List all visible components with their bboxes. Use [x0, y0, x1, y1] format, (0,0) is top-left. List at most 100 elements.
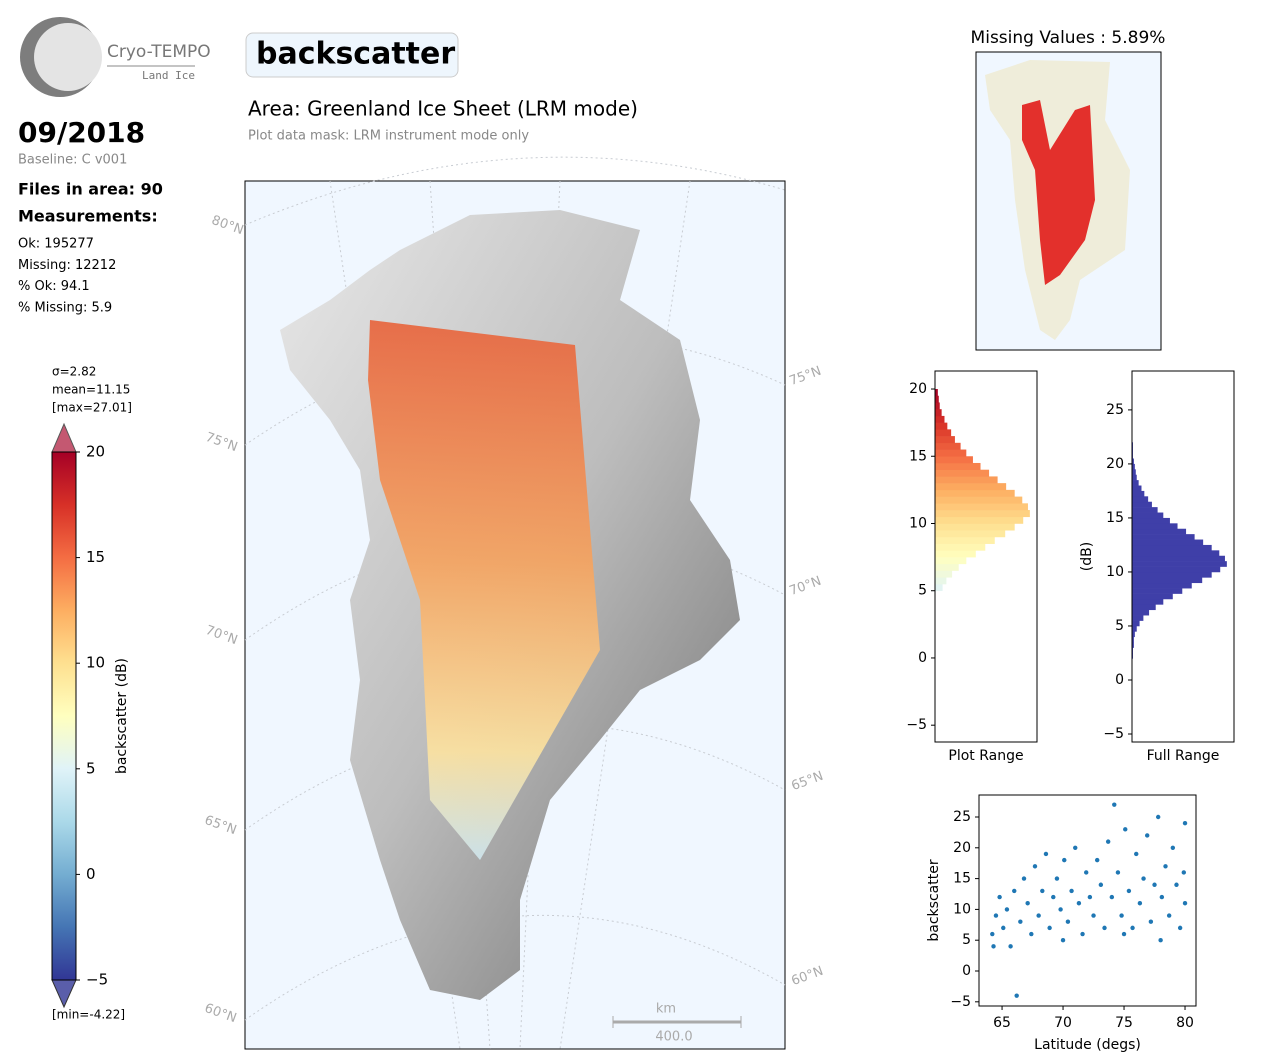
colorbar-tick-label: 10 [86, 654, 105, 672]
scatter-point [1126, 888, 1132, 894]
scatter-point [1087, 894, 1093, 900]
colorbar-min: [min=-4.22] [52, 1008, 125, 1022]
scatter-point [1043, 851, 1049, 857]
scatter-point [1084, 870, 1089, 875]
histogram-bar [935, 563, 959, 571]
logo-name: Cryo-TEMPO [107, 42, 211, 62]
histogram-bar [1132, 598, 1164, 605]
y-tick-label: 20 [953, 840, 971, 856]
y-tick-label: 5 [918, 583, 927, 599]
histogram-bar [1132, 631, 1135, 638]
histogram-bar [935, 570, 953, 578]
charts: −5 0 5 10 15 20 Plot Range −5 0 5 10 15 20 25 Full Ran… [906, 370, 1235, 1053]
histogram-bar [935, 449, 967, 457]
scatter-point [1112, 802, 1117, 807]
scatter-point [1091, 913, 1096, 918]
y-tick-label: 0 [1115, 672, 1124, 688]
map: 80°N75°N70°N65°N60°N75°N70°N65°N60°N km … [202, 156, 825, 1050]
scatter-point [1036, 913, 1041, 918]
y-axis-label: backscatter [926, 859, 942, 941]
histogram-bar [935, 577, 947, 585]
histogram-bar [935, 462, 981, 471]
histogram-bar [935, 469, 990, 477]
scatter-point [1065, 919, 1071, 924]
histogram-bar [1132, 642, 1134, 648]
y-tick-label: 10 [1106, 564, 1124, 580]
histogram-bar [1132, 485, 1142, 492]
histogram-bar [1132, 496, 1149, 503]
scatter-point [1051, 894, 1056, 900]
histogram-bar [1132, 561, 1227, 567]
scatter-point [1155, 814, 1161, 820]
scatter-point [990, 931, 995, 937]
colorbar-extend-max [51, 422, 77, 453]
x-axis-label: Full Range [1147, 748, 1220, 764]
y-tick-label: 25 [1106, 402, 1124, 418]
histogram-bar [1132, 620, 1140, 627]
scatter-point [1121, 931, 1127, 937]
scatter-point [1032, 864, 1038, 869]
lat-label: 70°N [787, 574, 823, 599]
histogram-bar [935, 489, 1015, 497]
histogram-bar [1132, 512, 1164, 519]
lat-label: 65°N [202, 813, 238, 838]
colorbar-extend-min [51, 979, 77, 1009]
scatter-point [1040, 888, 1045, 894]
scatter-point [1159, 894, 1165, 900]
y-tick-label: 5 [962, 932, 971, 948]
colorbar-stat: mean=11.15 [52, 383, 130, 397]
histogram-bar [935, 530, 1006, 538]
scatter-point [1130, 925, 1135, 931]
scatter-point [1058, 907, 1063, 912]
colorbar-tick-label: 0 [86, 865, 96, 883]
scatter-point [1115, 870, 1121, 875]
missing-map [975, 51, 1162, 351]
scatter-point [997, 894, 1002, 900]
histogram-bar [935, 409, 942, 417]
scatter-point [1001, 925, 1006, 931]
histogram-bar [1132, 544, 1212, 551]
mask-note: Plot data mask: LRM instrument mode only [248, 129, 529, 144]
histogram-bar [935, 543, 986, 551]
y-axis-label: (dB) [1079, 542, 1095, 571]
y-tick-label: 25 [953, 809, 971, 825]
y-tick-label: 10 [953, 901, 971, 917]
stat-line: Missing: 12212 [18, 258, 116, 273]
histogram-bar [1132, 609, 1150, 616]
histogram-bar [935, 583, 943, 592]
scatter-point [1076, 901, 1082, 906]
y-tick-label: −5 [906, 717, 927, 733]
histogram-bar [1132, 566, 1221, 573]
lat-label: 60°N [789, 964, 825, 989]
histogram-bar [1132, 577, 1203, 584]
x-tick-label: 65 [993, 1015, 1011, 1031]
histogram-bar [935, 550, 976, 558]
scatter-point [1166, 913, 1172, 918]
stat-line: Ok: 195277 [18, 237, 94, 252]
logo-subtitle: Land Ice [142, 69, 195, 82]
scalebar-length: 400.0 [655, 1030, 692, 1045]
colorbar-tick-label: 5 [86, 759, 96, 777]
y-tick-label: 20 [1106, 456, 1124, 472]
colorbar-stat: [max=27.01] [52, 401, 132, 415]
histogram-bar [1132, 593, 1173, 600]
lat-label: 75°N [203, 430, 239, 455]
area-title: Area: Greenland Ice Sheet (LRM mode) [248, 97, 638, 121]
histogram-bar [935, 389, 938, 397]
stat-line: % Ok: 94.1 [18, 279, 90, 294]
scatter-point [1137, 901, 1143, 906]
scatter-point [1182, 820, 1188, 826]
y-tick-label: 15 [953, 871, 971, 887]
y-tick-label: 5 [1115, 618, 1124, 634]
colorbar-tick-label: −5 [86, 971, 108, 989]
histogram-bar [1132, 490, 1145, 497]
histogram-bar [935, 415, 945, 423]
histogram-bar [1132, 604, 1156, 611]
scatter-point [991, 944, 996, 949]
scatter-point [1094, 857, 1100, 863]
scatter-point [1174, 882, 1179, 887]
scatter-point [1182, 901, 1188, 906]
histogram-bar [935, 422, 948, 430]
histogram-bar [1132, 588, 1183, 594]
